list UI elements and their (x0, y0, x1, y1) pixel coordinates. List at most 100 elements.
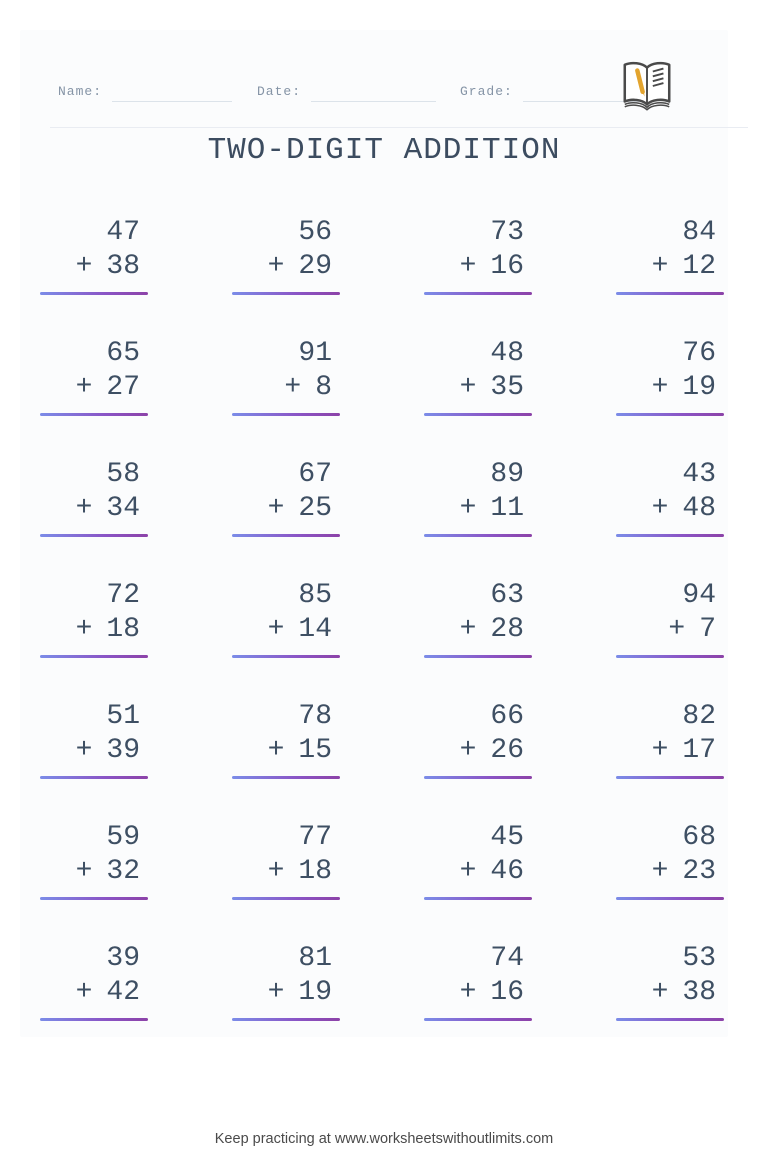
name-underline (112, 100, 233, 102)
problem-cell: 73 +16 (424, 216, 532, 295)
operator-row: +23 (616, 855, 724, 889)
problems-grid: 47 +38 56 +29 73 +16 84 +12 65 +27 91 (40, 216, 724, 1021)
plus-operator: + (284, 372, 302, 403)
operator-row: +27 (40, 371, 148, 405)
answer-line (40, 897, 148, 900)
operator-row: +42 (40, 976, 148, 1010)
plus-operator: + (267, 493, 285, 524)
plus-operator: + (75, 493, 93, 524)
answer-line (616, 1018, 724, 1021)
plus-operator: + (267, 735, 285, 766)
open-book-pencil-icon (618, 58, 676, 114)
answer-line (40, 776, 148, 779)
addend: 27 (106, 372, 140, 403)
plus-operator: + (459, 372, 477, 403)
problem-cell: 67 +25 (232, 458, 340, 537)
addend: 42 (106, 977, 140, 1008)
addend: 7 (699, 614, 716, 645)
answer-line (616, 534, 724, 537)
date-underline (311, 100, 437, 102)
plus-operator: + (75, 856, 93, 887)
problem-cell: 58 +34 (40, 458, 148, 537)
plus-operator: + (651, 493, 669, 524)
addend: 23 (682, 856, 716, 887)
header-name-field: Name: (58, 82, 233, 102)
plus-operator: + (267, 251, 285, 282)
plus-operator: + (651, 735, 669, 766)
answer-line (616, 776, 724, 779)
top-number: 76 (682, 338, 716, 369)
problem-cell: 81 +19 (232, 942, 340, 1021)
operator-row: +17 (616, 734, 724, 768)
operator-row: +29 (232, 250, 340, 284)
answer-line (424, 534, 532, 537)
addend: 34 (106, 493, 140, 524)
answer-line (232, 1018, 340, 1021)
plus-operator: + (459, 735, 477, 766)
operator-row: +38 (616, 976, 724, 1010)
operator-row: +28 (424, 613, 532, 647)
top-number: 85 (298, 580, 332, 611)
addend: 18 (298, 856, 332, 887)
operator-row: +15 (232, 734, 340, 768)
top-number: 58 (106, 459, 140, 490)
top-number: 39 (106, 943, 140, 974)
problem-cell: 72 +18 (40, 579, 148, 658)
problem-cell: 48 +35 (424, 337, 532, 416)
top-number: 43 (682, 459, 716, 490)
answer-line (232, 534, 340, 537)
addend: 35 (490, 372, 524, 403)
problem-cell: 77 +18 (232, 821, 340, 900)
answer-line (424, 655, 532, 658)
addend: 17 (682, 735, 716, 766)
operator-row: +26 (424, 734, 532, 768)
answer-line (232, 413, 340, 416)
addend: 19 (298, 977, 332, 1008)
operator-row: +16 (424, 250, 532, 284)
footer-text: Keep practicing at www.worksheetswithout… (214, 1131, 554, 1147)
problem-cell: 68 +23 (616, 821, 724, 900)
top-number: 84 (682, 217, 716, 248)
plus-operator: + (459, 493, 477, 524)
addend: 48 (682, 493, 716, 524)
answer-line (616, 897, 724, 900)
addend: 19 (682, 372, 716, 403)
top-number: 82 (682, 701, 716, 732)
addend: 8 (315, 372, 332, 403)
operator-row: +32 (40, 855, 148, 889)
top-number: 45 (490, 822, 524, 853)
operator-row: +46 (424, 855, 532, 889)
operator-row: +8 (232, 371, 340, 405)
answer-line (40, 413, 148, 416)
problem-cell: 51 +39 (40, 700, 148, 779)
addend: 16 (490, 977, 524, 1008)
top-number: 73 (490, 217, 524, 248)
addend: 46 (490, 856, 524, 887)
operator-row: +19 (232, 976, 340, 1010)
operator-row: +18 (232, 855, 340, 889)
answer-line (232, 292, 340, 295)
problem-cell: 89 +11 (424, 458, 532, 537)
date-label: Date: (257, 84, 302, 99)
operator-row: +34 (40, 492, 148, 526)
top-number: 68 (682, 822, 716, 853)
operator-row: +7 (616, 613, 724, 647)
answer-line (40, 655, 148, 658)
operator-row: +14 (232, 613, 340, 647)
header-divider (50, 127, 748, 128)
grade-underline (522, 100, 645, 102)
plus-operator: + (75, 614, 93, 645)
problem-cell: 85 +14 (232, 579, 340, 658)
problem-cell: 91 +8 (232, 337, 340, 416)
answer-line (424, 776, 532, 779)
addend: 38 (682, 977, 716, 1008)
operator-row: +19 (616, 371, 724, 405)
top-number: 48 (490, 338, 524, 369)
header-date-field: Date: (257, 82, 437, 102)
plus-operator: + (75, 735, 93, 766)
plus-operator: + (75, 977, 93, 1008)
addend: 28 (490, 614, 524, 645)
top-number: 74 (490, 943, 524, 974)
top-number: 65 (106, 338, 140, 369)
operator-row: +12 (616, 250, 724, 284)
